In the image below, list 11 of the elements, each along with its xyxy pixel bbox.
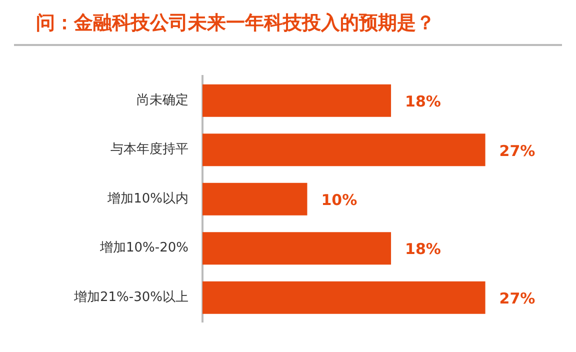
- y-tick-label: 增加10%-20%: [98, 240, 188, 256]
- data-label: 27%: [499, 142, 536, 160]
- y-tick-label: 尚未确定: [136, 92, 188, 108]
- data-label: 18%: [405, 240, 441, 258]
- data-label: 18%: [405, 92, 441, 111]
- y-tick-label: 与本年度持平: [110, 141, 188, 158]
- data-label: 10%: [321, 190, 358, 209]
- y-tick-label: 增加21%-30%以上: [72, 290, 188, 305]
- chart-title: 问：金融科技公司未来一年科技投入的预期是？: [14, 8, 562, 46]
- y-tick-label: 增加10%以内: [106, 191, 188, 206]
- data-label: 27%: [499, 289, 536, 308]
